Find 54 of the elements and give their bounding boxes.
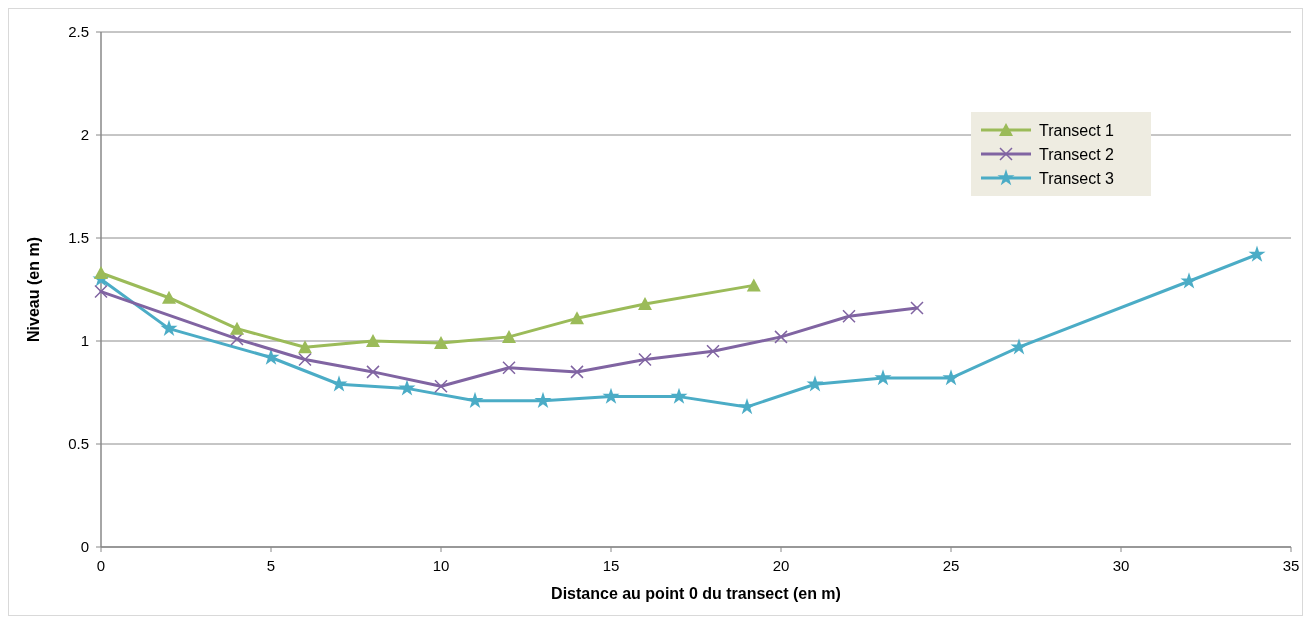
x-tick-label: 10 xyxy=(432,557,450,574)
x-axis-title: Distance au point 0 du transect (en m) xyxy=(551,585,841,602)
point xyxy=(94,266,108,280)
point xyxy=(94,284,108,299)
legend-label: Transect 1 xyxy=(1039,121,1115,139)
x-tick-label: 0 xyxy=(96,557,106,574)
x-tick-label: 30 xyxy=(1112,557,1130,574)
point xyxy=(942,369,960,386)
point xyxy=(366,365,380,379)
x-tick-label: 25 xyxy=(942,557,960,574)
y-tick-label: 0.5 xyxy=(68,435,89,453)
point xyxy=(774,330,788,344)
y-tick-label: 1.5 xyxy=(68,229,89,247)
point xyxy=(1010,338,1028,355)
point xyxy=(366,334,380,347)
x-tick-label: 20 xyxy=(772,557,790,574)
point xyxy=(230,321,244,335)
point xyxy=(434,379,448,394)
point xyxy=(534,391,552,408)
legend-label: Transect 3 xyxy=(1039,169,1115,187)
point xyxy=(398,379,416,396)
point xyxy=(502,329,516,343)
y-tick-label: 1 xyxy=(80,332,89,350)
point xyxy=(670,387,688,404)
point xyxy=(502,361,516,375)
point xyxy=(1180,272,1198,289)
point xyxy=(602,387,620,404)
point xyxy=(330,375,348,392)
point xyxy=(230,332,244,346)
point xyxy=(874,369,892,386)
point xyxy=(638,352,652,367)
point xyxy=(806,375,824,392)
point xyxy=(746,278,761,292)
x-tick-label: 5 xyxy=(266,557,276,574)
point xyxy=(638,296,652,310)
x-tick-label: 15 xyxy=(602,557,620,574)
y-tick-label: 0 xyxy=(80,538,89,556)
point xyxy=(298,352,312,367)
point xyxy=(706,344,720,359)
point xyxy=(162,290,176,304)
point xyxy=(1248,245,1266,262)
point xyxy=(434,336,448,350)
point xyxy=(466,391,484,408)
x-tick-label: 35 xyxy=(1282,557,1300,574)
y-tick-label: 2.5 xyxy=(68,23,89,41)
point xyxy=(570,311,584,325)
point xyxy=(842,309,856,324)
point xyxy=(160,319,178,336)
point xyxy=(298,340,312,354)
point xyxy=(570,365,584,379)
y-tick-label: 2 xyxy=(80,126,89,144)
point xyxy=(910,301,924,315)
y-axis-title: Niveau (en m) xyxy=(25,237,42,342)
legend-label: Transect 2 xyxy=(1039,145,1115,163)
